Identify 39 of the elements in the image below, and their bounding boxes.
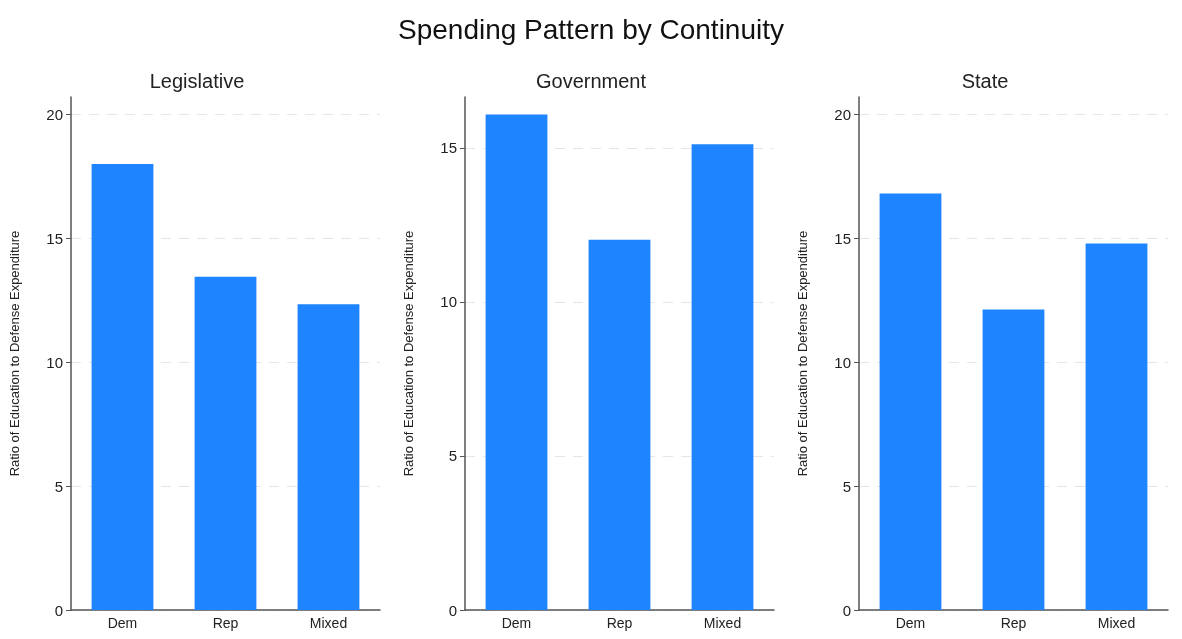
chart-title: Government <box>535 70 647 92</box>
y-tick-label: 0 <box>448 601 457 619</box>
x-tick-label: Rep <box>212 615 239 631</box>
y-tick-label: 5 <box>448 447 457 465</box>
bar <box>91 163 154 610</box>
y-tick-label: 15 <box>46 229 63 247</box>
y-tick-label: 5 <box>54 477 63 495</box>
x-tick-label: Rep <box>1000 615 1027 631</box>
bar <box>691 144 754 610</box>
y-tick-label: 10 <box>440 293 457 311</box>
y-axis-title: Ratio of Education to Defense Expenditure <box>401 230 416 477</box>
y-tick-label: 15 <box>440 139 457 157</box>
y-tick-label: 10 <box>834 353 851 371</box>
y-axis-title: Ratio of Education to Defense Expenditure <box>795 230 810 477</box>
bar <box>1085 243 1148 610</box>
bar <box>485 114 548 610</box>
y-tick-label: 0 <box>54 601 63 619</box>
y-tick-label: 5 <box>842 477 851 495</box>
x-tick-label: Mixed <box>309 615 348 631</box>
bar <box>194 276 257 610</box>
x-tick-label: Mixed <box>703 615 742 631</box>
x-tick-label: Dem <box>107 615 138 631</box>
x-tick-label: Mixed <box>1097 615 1136 631</box>
x-tick-label: Rep <box>606 615 633 631</box>
y-tick-label: 20 <box>46 105 63 123</box>
y-tick-label: 10 <box>46 353 63 371</box>
bar <box>297 304 360 610</box>
x-tick-label: Dem <box>501 615 532 631</box>
y-tick-label: 20 <box>834 105 851 123</box>
y-tick-label: 15 <box>834 229 851 247</box>
chart-title: Legislative <box>149 70 245 92</box>
bar <box>879 193 942 610</box>
text: Spending Pattern by Continuity <box>397 13 785 47</box>
bar <box>982 309 1045 610</box>
y-tick-label: 0 <box>842 601 851 619</box>
chart-title: State <box>961 70 1009 92</box>
bar <box>588 239 651 610</box>
x-tick-label: Dem <box>895 615 926 631</box>
y-axis-title: Ratio of Education to Defense Expenditure <box>7 230 22 477</box>
